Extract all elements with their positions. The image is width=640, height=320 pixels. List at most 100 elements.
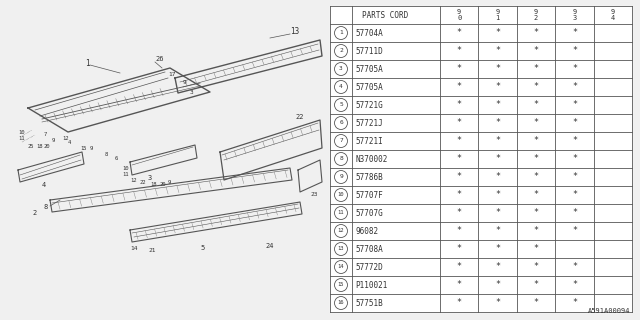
- Text: 23: 23: [310, 191, 317, 196]
- Text: *: *: [495, 172, 500, 181]
- Text: *: *: [534, 65, 538, 74]
- Text: *: *: [572, 299, 577, 308]
- Text: *: *: [572, 100, 577, 109]
- Text: 9: 9: [52, 138, 55, 142]
- Text: 11: 11: [18, 137, 24, 141]
- Text: *: *: [457, 65, 461, 74]
- Circle shape: [335, 99, 348, 111]
- Text: *: *: [572, 227, 577, 236]
- Text: *: *: [572, 281, 577, 290]
- Text: *: *: [572, 137, 577, 146]
- Text: 22: 22: [140, 180, 147, 186]
- Text: 25: 25: [28, 145, 35, 149]
- Text: *: *: [457, 83, 461, 92]
- Text: 1: 1: [339, 30, 343, 36]
- Text: 9: 9: [457, 10, 461, 15]
- Text: 2: 2: [339, 49, 343, 53]
- Text: 18: 18: [150, 182, 157, 188]
- Text: *: *: [572, 155, 577, 164]
- Text: 20: 20: [160, 182, 166, 188]
- Text: *: *: [495, 65, 500, 74]
- Text: *: *: [572, 172, 577, 181]
- Text: 9: 9: [572, 10, 577, 15]
- Text: *: *: [457, 155, 461, 164]
- Text: *: *: [495, 100, 500, 109]
- Text: *: *: [495, 209, 500, 218]
- Text: 57708A: 57708A: [355, 244, 383, 253]
- Circle shape: [335, 27, 348, 39]
- Text: 13: 13: [290, 28, 300, 36]
- Text: *: *: [534, 190, 538, 199]
- Circle shape: [335, 171, 348, 183]
- Text: *: *: [457, 299, 461, 308]
- Text: 10: 10: [338, 193, 344, 197]
- Circle shape: [335, 297, 348, 309]
- Text: 57705A: 57705A: [355, 65, 383, 74]
- Text: 9: 9: [339, 174, 343, 180]
- Text: *: *: [457, 118, 461, 127]
- Text: 10: 10: [122, 165, 129, 171]
- Text: 57786B: 57786B: [355, 172, 383, 181]
- Text: 2: 2: [534, 14, 538, 20]
- Circle shape: [335, 278, 348, 292]
- Text: *: *: [534, 118, 538, 127]
- Text: 57751B: 57751B: [355, 299, 383, 308]
- Text: *: *: [534, 155, 538, 164]
- Circle shape: [335, 116, 348, 130]
- Text: *: *: [495, 244, 500, 253]
- Text: *: *: [457, 28, 461, 37]
- Text: 57721J: 57721J: [355, 118, 383, 127]
- Text: *: *: [457, 262, 461, 271]
- Text: 57707F: 57707F: [355, 190, 383, 199]
- Text: N370002: N370002: [355, 155, 387, 164]
- Text: 14: 14: [130, 245, 138, 251]
- Text: 9: 9: [495, 10, 500, 15]
- Text: *: *: [457, 281, 461, 290]
- Text: *: *: [457, 100, 461, 109]
- Text: 12: 12: [338, 228, 344, 234]
- Text: *: *: [534, 209, 538, 218]
- Text: *: *: [534, 299, 538, 308]
- Text: 4: 4: [611, 14, 615, 20]
- Text: 18: 18: [36, 145, 42, 149]
- Text: 4: 4: [68, 140, 71, 146]
- Circle shape: [335, 134, 348, 148]
- Bar: [330, 6, 632, 312]
- Text: *: *: [457, 209, 461, 218]
- Text: 9: 9: [90, 146, 93, 150]
- Text: *: *: [495, 262, 500, 271]
- Circle shape: [335, 62, 348, 76]
- Text: 3: 3: [572, 14, 577, 20]
- Text: 6: 6: [115, 156, 118, 161]
- Text: 4: 4: [42, 182, 46, 188]
- Text: *: *: [534, 100, 538, 109]
- Text: 1: 1: [495, 14, 500, 20]
- Text: 10: 10: [18, 131, 24, 135]
- Text: *: *: [457, 137, 461, 146]
- Text: 9: 9: [534, 10, 538, 15]
- Text: *: *: [572, 118, 577, 127]
- Text: 12: 12: [62, 135, 68, 140]
- Text: *: *: [495, 190, 500, 199]
- Text: *: *: [572, 83, 577, 92]
- Text: *: *: [495, 28, 500, 37]
- Text: 7: 7: [44, 132, 47, 138]
- Text: *: *: [534, 281, 538, 290]
- Text: *: *: [457, 190, 461, 199]
- Text: *: *: [495, 281, 500, 290]
- Text: *: *: [534, 227, 538, 236]
- Text: 6: 6: [339, 121, 343, 125]
- Text: 0: 0: [457, 14, 461, 20]
- Text: 57772D: 57772D: [355, 262, 383, 271]
- Text: 2: 2: [32, 210, 36, 216]
- Circle shape: [335, 260, 348, 274]
- Text: 4: 4: [339, 84, 343, 90]
- Circle shape: [335, 188, 348, 202]
- Text: *: *: [495, 155, 500, 164]
- Text: 57704A: 57704A: [355, 28, 383, 37]
- Text: P110021: P110021: [355, 281, 387, 290]
- Text: 15: 15: [80, 146, 86, 150]
- Text: *: *: [457, 244, 461, 253]
- Text: 26: 26: [155, 56, 163, 62]
- Text: *: *: [534, 28, 538, 37]
